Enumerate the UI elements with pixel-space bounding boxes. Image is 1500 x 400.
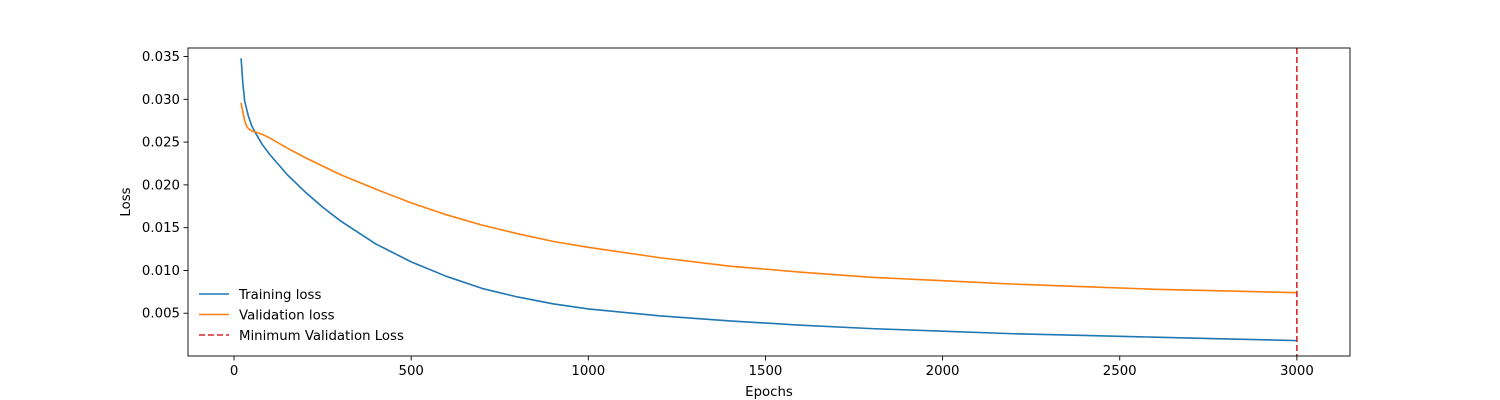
x-tick-label: 500 xyxy=(398,364,423,379)
x-tick-label: 2500 xyxy=(1103,364,1137,379)
y-tick-label: 0.010 xyxy=(142,264,180,279)
x-axis-label: Epochs xyxy=(745,385,793,400)
y-tick-label: 0.020 xyxy=(142,178,180,193)
training-loss-line xyxy=(240,58,1298,342)
plot-content xyxy=(240,48,1298,356)
y-tick-label: 0.030 xyxy=(142,93,180,108)
plot-area xyxy=(240,48,1298,356)
legend: Training loss Validation loss Minimum Vali… xyxy=(199,288,404,344)
x-tick-label: 3000 xyxy=(1280,364,1314,379)
x-tick-label: 1500 xyxy=(749,364,783,379)
x-tick-label: 2000 xyxy=(926,364,960,379)
x-tick-label: 1000 xyxy=(571,364,605,379)
legend-training-loss-label: Training loss xyxy=(238,288,321,303)
legend-minimum-validation-loss-label: Minimum Validation Loss xyxy=(239,329,404,344)
y-tick-label: 0.025 xyxy=(142,136,180,151)
legend-validation-loss-label: Validation loss xyxy=(239,309,335,324)
plot-frame xyxy=(187,47,1351,357)
axes: 0 500 1000 1500 2000 2500 3000 0.005 0.010 0.015 0… xyxy=(119,47,1351,400)
y-tick-label: 0.015 xyxy=(142,221,180,236)
validation-loss-line xyxy=(240,102,1298,294)
y-tick-label: 0.035 xyxy=(142,50,180,65)
x-tick-label: 0 xyxy=(230,364,238,379)
y-tick-label: 0.005 xyxy=(142,307,180,322)
y-axis-label: Loss xyxy=(119,187,134,216)
